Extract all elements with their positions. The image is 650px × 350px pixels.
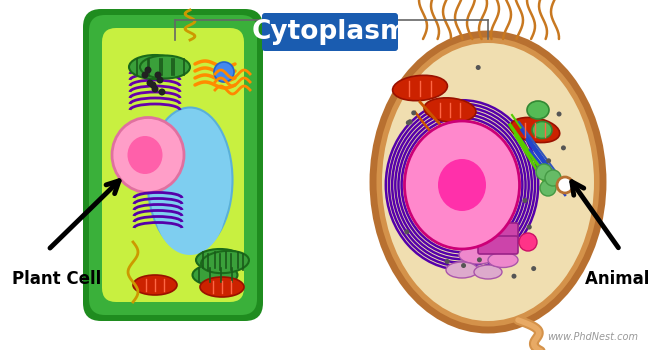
Circle shape — [157, 77, 164, 84]
Circle shape — [404, 229, 410, 234]
Ellipse shape — [424, 98, 476, 122]
Ellipse shape — [200, 277, 244, 297]
Circle shape — [526, 225, 532, 230]
Circle shape — [142, 71, 148, 78]
Text: Cytoplasm: Cytoplasm — [252, 19, 408, 45]
FancyBboxPatch shape — [478, 236, 518, 254]
Circle shape — [146, 79, 153, 86]
Ellipse shape — [393, 75, 447, 101]
Ellipse shape — [510, 117, 560, 142]
Ellipse shape — [446, 262, 478, 278]
Text: Animal Cell: Animal Cell — [585, 270, 650, 288]
Ellipse shape — [129, 55, 181, 79]
Ellipse shape — [154, 155, 226, 255]
Circle shape — [445, 259, 450, 264]
Ellipse shape — [382, 43, 594, 321]
Circle shape — [531, 266, 536, 271]
Circle shape — [461, 263, 466, 268]
FancyBboxPatch shape — [102, 28, 244, 302]
Ellipse shape — [527, 101, 549, 119]
Circle shape — [151, 85, 159, 92]
Circle shape — [406, 120, 411, 125]
Circle shape — [155, 71, 161, 78]
Circle shape — [408, 119, 413, 124]
Text: Plant Cell: Plant Cell — [12, 270, 101, 288]
Circle shape — [448, 232, 454, 237]
Ellipse shape — [192, 265, 237, 286]
Circle shape — [411, 110, 416, 116]
Ellipse shape — [438, 159, 486, 211]
Circle shape — [467, 128, 473, 133]
Circle shape — [561, 145, 566, 150]
Ellipse shape — [404, 121, 519, 249]
Circle shape — [476, 65, 481, 70]
FancyBboxPatch shape — [83, 9, 263, 321]
Circle shape — [546, 158, 551, 163]
Circle shape — [150, 82, 157, 89]
Ellipse shape — [196, 249, 244, 271]
Circle shape — [523, 198, 528, 203]
Circle shape — [159, 89, 166, 96]
Circle shape — [494, 193, 499, 198]
Circle shape — [419, 198, 424, 203]
Circle shape — [545, 170, 561, 186]
Ellipse shape — [148, 107, 233, 252]
Ellipse shape — [112, 118, 184, 192]
Circle shape — [519, 233, 537, 251]
FancyBboxPatch shape — [478, 223, 518, 241]
Ellipse shape — [488, 252, 518, 267]
Ellipse shape — [373, 34, 603, 330]
Ellipse shape — [459, 246, 497, 264]
Circle shape — [454, 170, 459, 175]
Ellipse shape — [474, 265, 502, 279]
Circle shape — [477, 257, 482, 262]
Circle shape — [557, 177, 573, 193]
Ellipse shape — [127, 136, 162, 174]
Circle shape — [540, 180, 556, 196]
Circle shape — [439, 169, 444, 174]
Circle shape — [536, 164, 552, 180]
Circle shape — [407, 196, 412, 201]
Ellipse shape — [201, 251, 249, 273]
Ellipse shape — [133, 275, 177, 295]
Circle shape — [214, 62, 234, 82]
Circle shape — [459, 207, 464, 212]
Text: www.PhdNest.com: www.PhdNest.com — [547, 332, 638, 342]
Ellipse shape — [532, 121, 552, 139]
Circle shape — [144, 66, 151, 74]
Circle shape — [512, 274, 517, 279]
Ellipse shape — [140, 56, 190, 78]
FancyBboxPatch shape — [89, 15, 257, 315]
FancyBboxPatch shape — [262, 13, 398, 51]
Circle shape — [556, 112, 562, 117]
Circle shape — [443, 225, 448, 230]
